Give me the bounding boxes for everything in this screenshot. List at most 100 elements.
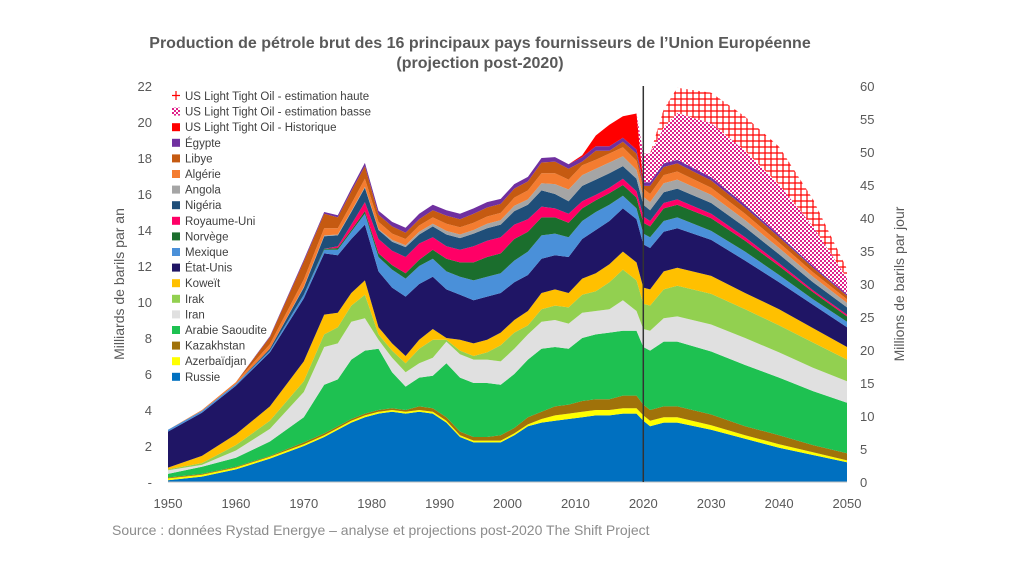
y2-tick-label: 5 [860,442,867,457]
legend-label: Arabie Saoudite [185,325,267,337]
legend-swatch [172,91,180,100]
x-tick-label: 1990 [425,496,454,511]
legend-item-mexique: Mexique [172,247,228,259]
legend-item-kazakhstan: Kazakhstan [172,341,245,353]
legend-label: Égypte [185,137,221,150]
legend-label: Royaume-Uni [185,216,255,228]
legend-label: Angola [185,185,221,197]
x-tick-label: 1950 [154,496,183,511]
legend-item-us-light-tight-oil-estimation-haute: US Light Tight Oil - estimation haute [172,91,369,103]
legend-item-nigeria: Nigéria [172,200,222,212]
y-tick-label: 10 [138,295,152,310]
legend-label: Irak [185,294,204,306]
y2-tick-label: 10 [860,409,874,424]
legend-item-algerie: Algérie [172,169,221,181]
x-tick-label: 1980 [357,496,386,511]
legend-item-angola: Angola [172,185,221,197]
legend-label: Kazakhstan [185,341,245,353]
legend-swatch [172,372,180,381]
y-tick-label: 12 [138,259,152,274]
x-tick-label: 2030 [697,496,726,511]
y-tick-label: 4 [145,403,152,418]
legend-swatch [172,341,180,350]
y2-tick-label: 50 [860,145,874,160]
legend-item-us-light-tight-oil-historique: US Light Tight Oil - Historique [172,122,336,134]
legend-swatch [172,326,180,334]
legend-swatch [172,107,180,116]
legend-label: Libye [185,153,213,165]
y-tick-label: 22 [138,79,152,94]
legend-item-etat-unis: État-Unis [172,262,233,275]
y-axis-title: Milliards de barils par an [111,208,127,360]
y-tick-label: 8 [145,331,152,346]
y2-tick-label: 35 [860,244,874,259]
legend-swatch [172,170,180,178]
legend-item-arabie-saoudite: Arabie Saoudite [172,325,267,337]
legend-label: US Light Tight Oil - estimation basse [185,107,371,119]
series-area-nigeria [168,166,847,430]
series-area-kazakhstan [168,395,847,479]
legend-swatch [172,357,180,366]
legend-swatch [172,263,180,272]
legend-swatch [172,248,180,256]
legend-label: Norvège [185,231,228,243]
y-tick-label: 14 [138,223,152,238]
legend-swatch [172,279,180,288]
legend-item-iran: Iran [172,309,205,321]
y2-tick-label: 55 [860,112,874,127]
legend-swatch [172,185,180,194]
series-area-egypte [168,137,847,430]
y2-axis-title: Millions de barils par jour [891,206,907,361]
legend-label: US Light Tight Oil - Historique [185,122,336,134]
legend-swatch [172,123,180,132]
x-tick-label: 2000 [493,496,522,511]
y2-tick-label: 60 [860,79,874,94]
legend-swatch [172,138,180,147]
legend-label: Nigéria [185,200,222,212]
legend-item-koweit: Koweït [172,278,221,290]
series-area-mexique [168,195,847,432]
y2-tick-label: 40 [860,211,874,226]
legend-label: Azerbaïdjan [185,356,246,368]
y-tick-label: 6 [145,367,152,382]
legend-label: Koweït [185,278,221,290]
legend-swatch [172,201,180,210]
legend-swatch [172,154,180,163]
series-area-arabie-saoudite [168,330,847,478]
chart-title-line-2: (projection post-2020) [396,55,564,72]
y2-tick-label: 20 [860,343,874,358]
legend-item-irak: Irak [172,294,204,306]
legend-swatch [172,294,180,303]
x-tick-label: 2050 [833,496,862,511]
y-tick-label: 18 [138,151,152,166]
legend-label: Algérie [185,169,221,181]
y2-tick-label: 25 [860,310,874,325]
y2-tick-label: 30 [860,277,874,292]
chart-title: Production de pétrole brut des 16 princi… [0,34,960,74]
legend-item-libye: Libye [172,153,213,165]
x-tick-label: 1960 [221,496,250,511]
legend-item-russie: Russie [172,372,220,384]
legend-label: Iran [185,309,205,321]
chart-title-line-1: Production de pétrole brut des 16 princi… [149,35,811,52]
legend-label: Russie [185,372,220,384]
series-area-irak [168,269,847,471]
series-area-iran [168,300,847,474]
y-tick-label: 16 [138,187,152,202]
legend-label: US Light Tight Oil - estimation haute [185,91,369,103]
legend-item-royaume-uni: Royaume-Uni [172,216,255,228]
legend-swatch [172,216,180,225]
y2-tick-label: 0 [860,475,867,490]
series-area-russie [168,411,847,482]
legend-item-norvege: Norvège [172,231,228,243]
y-tick-label: 2 [145,439,152,454]
y2-tick-label: 45 [860,178,874,193]
legend-label: Mexique [185,247,228,259]
y-tick-label: 20 [138,115,152,130]
y2-tick-label: 15 [860,376,874,391]
legend-swatch [172,310,180,319]
legend-swatch [172,232,180,241]
y-tick-label: - [148,475,152,490]
x-tick-label: 1970 [289,496,318,511]
